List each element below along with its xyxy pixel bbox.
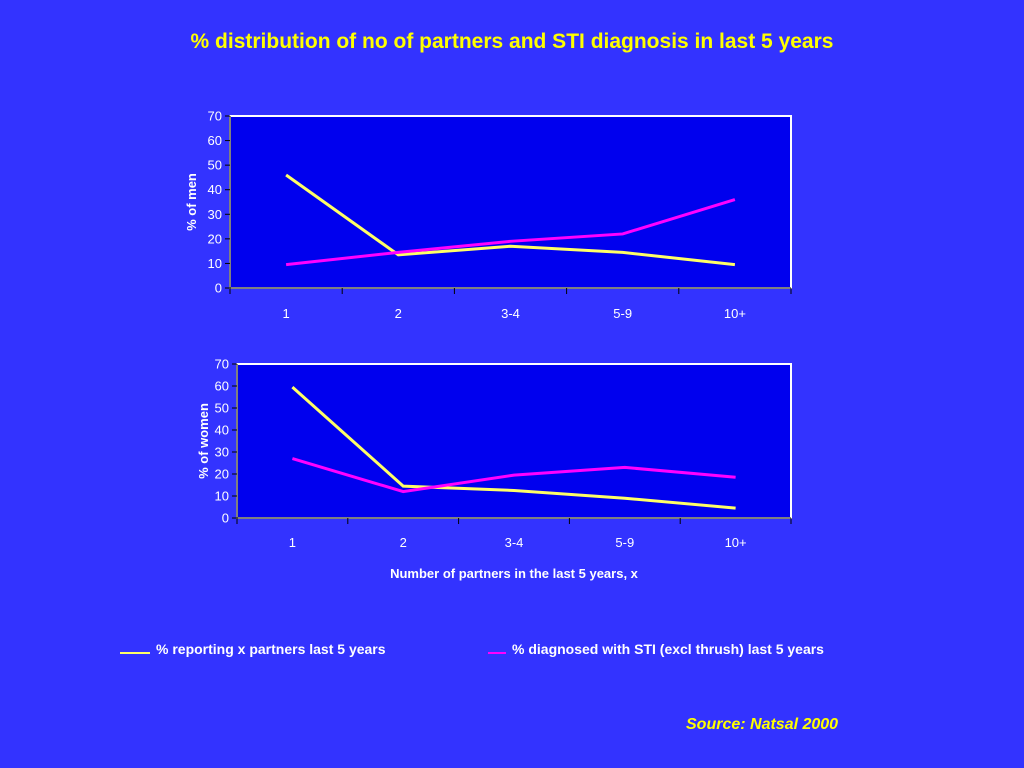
y-tick-label: 50	[208, 158, 222, 173]
x-tick-label: 10+	[724, 306, 746, 321]
legend-item-reporting: % reporting x partners last 5 years	[120, 641, 386, 657]
y-tick-label: 40	[208, 182, 222, 197]
y-tick-label: 10	[215, 489, 229, 504]
slide-title: % distribution of no of partners and STI…	[190, 30, 834, 53]
y-tick-label: 70	[215, 357, 229, 372]
x-tick-label: 3-4	[505, 535, 524, 550]
plot-area	[236, 363, 792, 519]
y-tick-label: 20	[215, 467, 229, 482]
chart-women: 0 10 20 30 40 50 60 70 1 2 3-4 5-9 10+ % of women Numb…	[196, 357, 792, 581]
x-tick-label: 5-9	[613, 306, 632, 321]
chart-men: 0 10 20 30 40 50 60 70 1 2 3-4 5-9 10+ % of men	[184, 109, 792, 321]
legend-label-diagnosed: % diagnosed with STI (excl thrush) last …	[512, 641, 824, 657]
y-tick-label: 60	[215, 379, 229, 394]
x-tick-label: 10+	[725, 535, 747, 550]
x-axis-title: Number of partners in the last 5 years, …	[390, 566, 639, 581]
x-tick-label: 2	[395, 306, 402, 321]
legend-swatch-reporting	[120, 642, 150, 654]
y-axis-title: % of women	[196, 403, 211, 479]
x-tick-label: 1	[289, 535, 296, 550]
y-tick-label: 40	[215, 423, 229, 438]
x-tick-label: 2	[400, 535, 407, 550]
y-tick-label: 0	[215, 281, 222, 296]
legend-label-reporting: % reporting x partners last 5 years	[156, 641, 386, 657]
y-tick-label: 30	[215, 445, 229, 460]
y-tick-label: 50	[215, 401, 229, 416]
source-note: Source: Natsal 2000	[686, 716, 839, 733]
y-tick-label: 30	[208, 207, 222, 222]
y-tick-label: 10	[208, 256, 222, 271]
y-axis-title: % of men	[184, 173, 199, 231]
legend-item-diagnosed: % diagnosed with STI (excl thrush) last …	[488, 641, 824, 657]
y-tick-label: 60	[208, 133, 222, 148]
x-tick-label: 3-4	[501, 306, 520, 321]
legend-swatch-diagnosed	[488, 642, 506, 654]
x-tick-label: 1	[282, 306, 289, 321]
x-tick-label: 5-9	[615, 535, 634, 550]
y-tick-label: 70	[208, 109, 222, 124]
legend: % reporting x partners last 5 years % di…	[0, 641, 1024, 663]
y-tick-label: 0	[222, 511, 229, 526]
y-tick-label: 20	[208, 231, 222, 246]
